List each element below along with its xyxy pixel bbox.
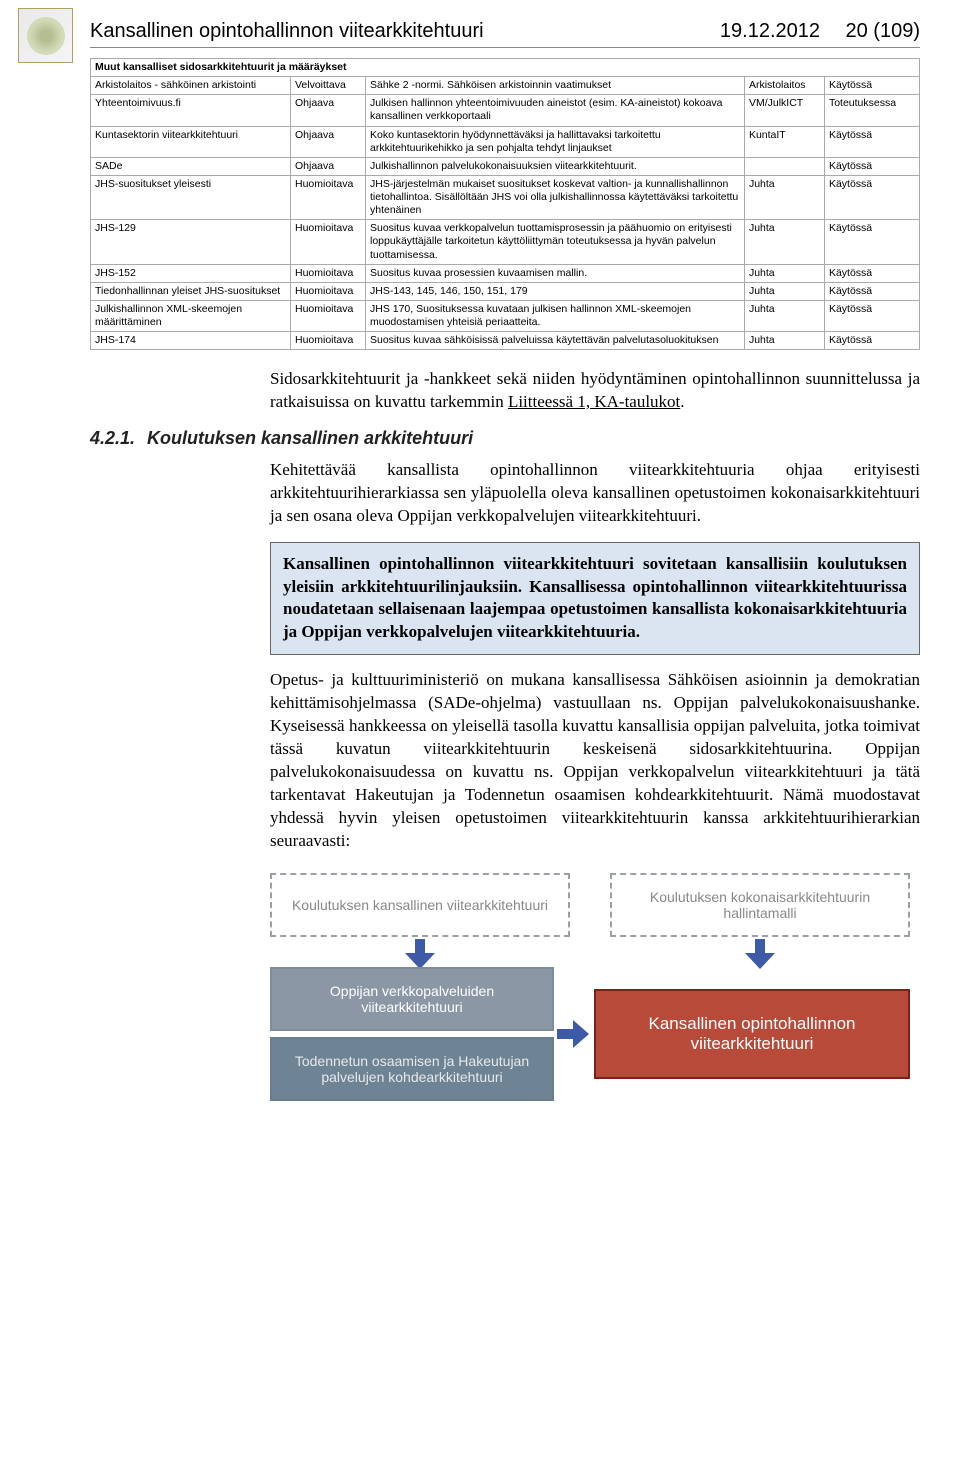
reference-table: Muut kansalliset sidosarkkitehtuurit ja … (90, 58, 920, 350)
table-cell: Juhta (744, 282, 824, 300)
table-cell: Ohjaava (291, 95, 366, 126)
box-label: Oppijan verkkopalveluiden viitearkkiteht… (286, 983, 538, 1015)
table-cell: Julkishallinnon XML-skeemojen määrittämi… (91, 300, 291, 331)
arrow-down-icon (745, 939, 775, 969)
para-1b: . (680, 392, 684, 411)
table-cell: Juhta (744, 220, 824, 264)
table-cell: Arkistolaitos (744, 77, 824, 95)
table-cell: Toteutuksessa (824, 95, 919, 126)
table-cell: SADe (91, 157, 291, 175)
callout-box: Kansallinen opintohallinnon viitearkkite… (270, 542, 920, 655)
table-cell: VM/JulkICT (744, 95, 824, 126)
section-heading: 4.2.1. Koulutuksen kansallinen arkkiteht… (90, 428, 920, 449)
architecture-diagram: Koulutuksen kansallinen viitearkkitehtuu… (270, 873, 910, 1101)
table-cell: Suositus kuvaa sähköisissä palveluissa k… (366, 332, 745, 350)
doc-date: 19.12.2012 (700, 20, 820, 43)
table-cell: Yhteentoimivuus.fi (91, 95, 291, 126)
table-cell: Ohjaava (291, 126, 366, 157)
table-cell: Juhta (744, 300, 824, 331)
appendix-link[interactable]: Liitteessä 1, KA-taulukot (508, 392, 680, 411)
table-cell: Suositus kuvaa prosessien kuvaamisen mal… (366, 264, 745, 282)
box-label: Kansallinen opintohallinnon viitearkkite… (610, 1014, 894, 1054)
diagram-row-bottom: Oppijan verkkopalveluiden viitearkkiteht… (270, 967, 910, 1101)
doc-page: 20 (109) (820, 20, 920, 43)
table-cell: Huomioitava (291, 264, 366, 282)
table-cell: Huomioitava (291, 300, 366, 331)
table-cell: Käytössä (824, 300, 919, 331)
table-cell: JHS-174 (91, 332, 291, 350)
table-row: JHS-129HuomioitavaSuositus kuvaa verkkop… (91, 220, 920, 264)
table-cell: Käytössä (824, 157, 919, 175)
table-cell (744, 157, 824, 175)
box-kansallinen-opintohallinnon: Kansallinen opintohallinnon viitearkkite… (594, 989, 910, 1079)
table-cell: Huomioitava (291, 332, 366, 350)
box-label: Todennetun osaamisen ja Hakeutujan palve… (286, 1053, 538, 1085)
arrow-down-icon (405, 939, 435, 969)
table-cell: Käytössä (824, 220, 919, 264)
table-cell: Arkistolaitos - sähköinen arkistointi (91, 77, 291, 95)
table-cell: Koko kuntasektorin hyödynnettäväksi ja h… (366, 126, 745, 157)
table-cell: JHS-järjestelmän mukaiset suositukset ko… (366, 175, 745, 219)
box-oppijan-verkkopalvelut: Oppijan verkkopalveluiden viitearkkiteht… (270, 967, 554, 1031)
doc-header: Kansallinen opintohallinnon viitearkkite… (90, 20, 920, 48)
table-cell: Velvoittava (291, 77, 366, 95)
table-cell: Käytössä (824, 282, 919, 300)
box-hallintamalli: Koulutuksen kokonaisarkkitehtuurin halli… (610, 873, 910, 937)
table-cell: JHS-suositukset yleisesti (91, 175, 291, 219)
page: Kansallinen opintohallinnon viitearkkite… (0, 0, 960, 1141)
table-cell: Juhta (744, 332, 824, 350)
logo (18, 8, 73, 63)
section-num: 4.2.1. (90, 428, 142, 449)
table-row: JHS-174HuomioitavaSuositus kuvaa sähköis… (91, 332, 920, 350)
table-cell: Julkishallinnon palvelukokonaisuuksien v… (366, 157, 745, 175)
table-cell: Julkisen hallinnon yhteentoimivuuden ain… (366, 95, 745, 126)
table-cell: JHS-152 (91, 264, 291, 282)
section-title: Koulutuksen kansallinen arkkitehtuuri (147, 428, 473, 448)
table-cell: Tiedonhallinnan yleiset JHS-suositukset (91, 282, 291, 300)
table-cell: Huomioitava (291, 282, 366, 300)
table-row: Kuntasektorin viitearkkitehtuuriOhjaavaK… (91, 126, 920, 157)
table-cell: Käytössä (824, 175, 919, 219)
diagram-row-top: Koulutuksen kansallinen viitearkkitehtuu… (270, 873, 910, 937)
table-row: Yhteentoimivuus.fiOhjaavaJulkisen hallin… (91, 95, 920, 126)
box-label: Koulutuksen kokonaisarkkitehtuurin halli… (626, 889, 894, 921)
table-row: Julkishallinnon XML-skeemojen määrittämi… (91, 300, 920, 331)
table-caption: Muut kansalliset sidosarkkitehtuurit ja … (91, 59, 920, 77)
table-cell: Käytössä (824, 332, 919, 350)
diagram-left-stack: Oppijan verkkopalveluiden viitearkkiteht… (270, 967, 554, 1101)
table-cell: Käytössä (824, 77, 919, 95)
table-cell: JHS-129 (91, 220, 291, 264)
table-cell: Juhta (744, 264, 824, 282)
box-label: Koulutuksen kansallinen viitearkkitehtuu… (292, 897, 548, 913)
table-cell: JHS 170, Suosituksessa kuvataan julkisen… (366, 300, 745, 331)
para-1: Sidosarkkitehtuurit ja -hankkeet sekä ni… (270, 368, 920, 414)
para-2: Kehitettävää kansallista opintohallinnon… (270, 459, 920, 528)
callout-text: Kansallinen opintohallinnon viitearkkite… (283, 554, 907, 641)
table-row: Tiedonhallinnan yleiset JHS-suosituksetH… (91, 282, 920, 300)
table-cell: Käytössä (824, 264, 919, 282)
table-cell: KuntaIT (744, 126, 824, 157)
arrow-right-icon (557, 1020, 591, 1048)
box-todennetun-osaamisen: Todennetun osaamisen ja Hakeutujan palve… (270, 1037, 554, 1101)
table-cell: Kuntasektorin viitearkkitehtuuri (91, 126, 291, 157)
table-cell: Ohjaava (291, 157, 366, 175)
table-cell: Huomioitava (291, 175, 366, 219)
table-cell: Sähke 2 -normi. Sähköisen arkistoinnin v… (366, 77, 745, 95)
table-row: SADeOhjaavaJulkishallinnon palvelukokona… (91, 157, 920, 175)
table-row: JHS-152HuomioitavaSuositus kuvaa prosess… (91, 264, 920, 282)
table-row: JHS-suositukset yleisestiHuomioitavaJHS-… (91, 175, 920, 219)
table-cell: Juhta (744, 175, 824, 219)
table-row: Arkistolaitos - sähköinen arkistointiVel… (91, 77, 920, 95)
table-cell: Huomioitava (291, 220, 366, 264)
table-cell: Suositus kuvaa verkkopalvelun tuottamisp… (366, 220, 745, 264)
box-koulutus-viitearkkitehtuuri: Koulutuksen kansallinen viitearkkitehtuu… (270, 873, 570, 937)
table-cell: Käytössä (824, 126, 919, 157)
doc-title: Kansallinen opintohallinnon viitearkkite… (90, 20, 700, 43)
table-cell: JHS-143, 145, 146, 150, 151, 179 (366, 282, 745, 300)
para-3: Opetus- ja kulttuuriministeriö on mukana… (270, 669, 920, 853)
logo-inner (27, 17, 65, 55)
